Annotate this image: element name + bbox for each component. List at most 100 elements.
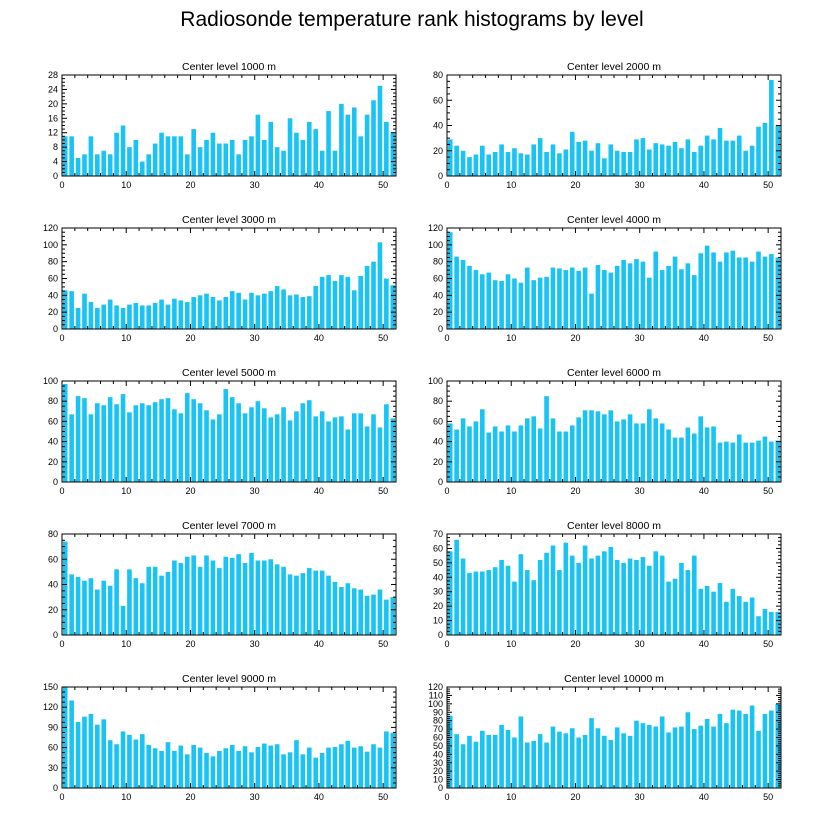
histogram-bar [139,403,145,482]
histogram-bar [775,611,781,635]
histogram-bar [492,426,498,482]
histogram-panel-2: Center level 2000 m 0 20 40 60 80 0 10 20 30 40 50 [433,61,782,190]
histogram-bar [69,700,74,788]
x-tick-label: 30 [250,180,260,190]
histogram-bar [127,412,132,482]
x-tick-label: 30 [635,333,645,343]
histogram-bar [184,302,190,329]
histogram-bar [486,272,492,329]
histogram-bar [146,305,152,329]
y-tick-label: 8 [53,142,58,152]
x-tick-label: 40 [314,180,324,190]
histogram-bar [364,751,370,788]
histogram-bar [210,132,216,176]
y-tick-label: 0 [438,324,443,334]
histogram-bar [614,150,620,176]
y-tick-label: 20 [433,766,443,776]
y-tick-label: 10 [433,616,443,626]
histogram-bar [730,588,736,635]
histogram-bar [223,389,229,482]
histogram-bar [634,720,639,788]
y-tick-label: 40 [433,121,443,131]
histogram-bar [114,744,119,788]
histogram-bar [139,734,145,788]
histogram-bar [531,740,537,788]
histogram-bar [236,403,241,482]
histogram-bar [640,723,646,788]
panel-title: Center level 3000 m [182,214,276,226]
histogram-bar [576,141,581,176]
histogram-bar [75,576,81,635]
histogram-bar [274,286,280,329]
histogram-bar [659,270,665,329]
histogram-bar [756,616,761,635]
histogram-bar [249,552,254,635]
histogram-bar [69,291,74,330]
histogram-bar [711,426,716,482]
histogram-panel-5: Center level 5000 m 0 20 40 60 80 100 0 10 20 30 40… [43,367,397,496]
x-tick-label: 0 [444,180,449,190]
y-tick-label: 70 [433,529,443,539]
panel-title: Center level 9000 m [182,673,276,685]
histogram-bar [460,259,466,329]
x-tick-label: 40 [314,639,324,649]
panel-title: Center level 8000 m [567,520,661,532]
y-tick-label: 20 [48,99,58,109]
histogram-bar [647,277,652,329]
histogram-bar [62,384,68,482]
histogram-bar [204,410,209,482]
histogram-bar [82,716,87,788]
x-tick-label: 10 [121,486,131,496]
histogram-bar [608,740,614,788]
histogram-bar [730,709,736,788]
histogram-bar [313,416,319,482]
histogram-bar [621,419,626,482]
histogram-bar [653,251,659,329]
histogram-bar [133,578,139,635]
histogram-bar [634,259,639,329]
histogram-bar [62,687,68,788]
histogram-bar [223,297,229,329]
x-tick-label: 20 [570,639,580,649]
histogram-bar [569,267,575,329]
histogram-bar [75,396,81,482]
histogram-bar [544,552,549,635]
histogram-bar [178,563,184,635]
y-tick-label: 80 [48,396,58,406]
histogram-bar [447,551,453,635]
histogram-bar [101,405,107,482]
histogram-bar [550,144,556,176]
y-tick-label: 20 [433,307,443,317]
histogram-bar [499,281,504,329]
histogram-bar [704,135,710,176]
histogram-bar [499,559,504,635]
y-tick-label: 60 [48,743,58,753]
histogram-bar [351,290,357,329]
histogram-bar [242,563,248,635]
x-tick-label: 20 [570,180,580,190]
histogram-bar [326,575,331,635]
y-tick-label: 100 [428,699,443,709]
histogram-bar [473,154,479,176]
histogram-bar [377,427,383,482]
histogram-bar [62,541,68,635]
histogram-bar [107,397,113,482]
histogram-bar [550,726,556,788]
histogram-bar [640,138,646,177]
x-tick-label: 0 [59,333,64,343]
histogram-bar [191,744,196,788]
histogram-bar [698,145,704,176]
histogram-bar [659,716,665,788]
x-tick-label: 40 [314,792,324,802]
histogram-bar [114,132,119,176]
histogram-bar [454,256,459,329]
histogram-bar [313,757,319,788]
histogram-bar [255,401,261,482]
histogram-bar [634,559,639,635]
histogram-bar [730,250,736,329]
histogram-bar [563,431,569,482]
histogram-bar [95,403,100,482]
histogram-bar [659,555,665,635]
histogram-bar [88,302,94,329]
histogram-bar [505,729,511,788]
